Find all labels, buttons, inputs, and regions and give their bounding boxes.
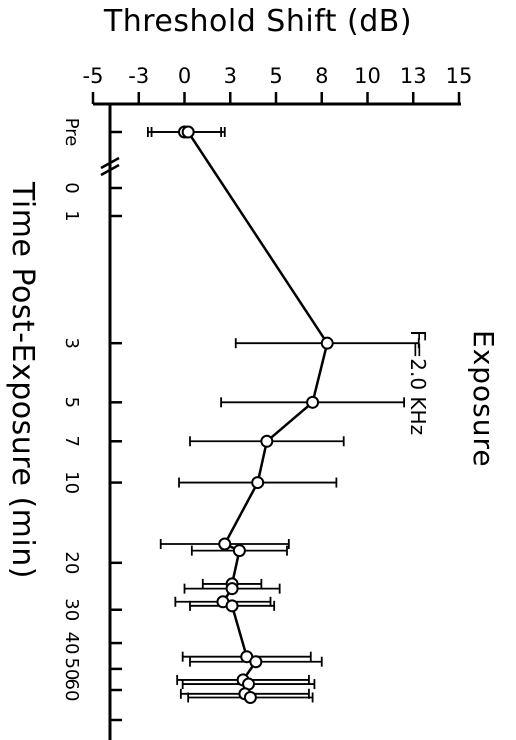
axis-break-mark: [100, 163, 120, 177]
data-point: [320, 336, 334, 350]
series-line: [184, 130, 329, 699]
data-point: [306, 395, 320, 409]
chart-title: Threshold Shift (dB): [103, 4, 413, 39]
error-bars: [146, 127, 420, 703]
x-tick-label: 8: [315, 64, 328, 88]
data-point: [232, 544, 246, 558]
y-tick-label: 60: [61, 679, 82, 702]
x-tick-label: -3: [128, 64, 149, 88]
annotation-frequency: F=2.0 KHz: [406, 330, 430, 436]
x-tick-label: 0: [178, 64, 191, 88]
data-point: [251, 476, 265, 490]
x-tick-label: 15: [446, 64, 473, 88]
y-tick-label: 30: [61, 598, 82, 621]
data-point: [225, 582, 239, 596]
data-point: [181, 125, 195, 139]
axis-break-mark: [100, 156, 120, 170]
y-tick-label: 7: [61, 436, 82, 447]
y-tick-label: 0: [61, 182, 82, 193]
annotation-exposure: Exposure: [467, 330, 500, 468]
data-line: [184, 130, 329, 699]
y-tick-label: 1: [61, 210, 82, 221]
data-markers: [178, 125, 334, 704]
x-tick-label: -5: [83, 64, 104, 88]
data-point: [243, 690, 257, 704]
y-tick-label: 3: [61, 337, 82, 348]
y-tick-label: Pre: [61, 118, 82, 147]
data-point: [225, 599, 239, 613]
y-tick-label: 20: [61, 551, 82, 574]
data-point: [218, 537, 232, 551]
x-tick-label: 10: [354, 64, 381, 88]
y-tick-label: 10: [61, 471, 82, 494]
x-ticks: -5 -3 0 3 5 8 10 13 15: [83, 64, 473, 104]
y-tick-label: 50: [61, 657, 82, 680]
y-tick-label: 5: [61, 397, 82, 408]
x-tick-label: 13: [400, 64, 427, 88]
x-tick-label: 5: [269, 64, 282, 88]
data-point: [260, 434, 274, 448]
y-tick-label: 40: [61, 632, 82, 655]
data-point: [249, 655, 263, 669]
x-tick-label: 3: [224, 64, 237, 88]
y-axis-label: Time Post-Exposure (min): [5, 182, 40, 579]
